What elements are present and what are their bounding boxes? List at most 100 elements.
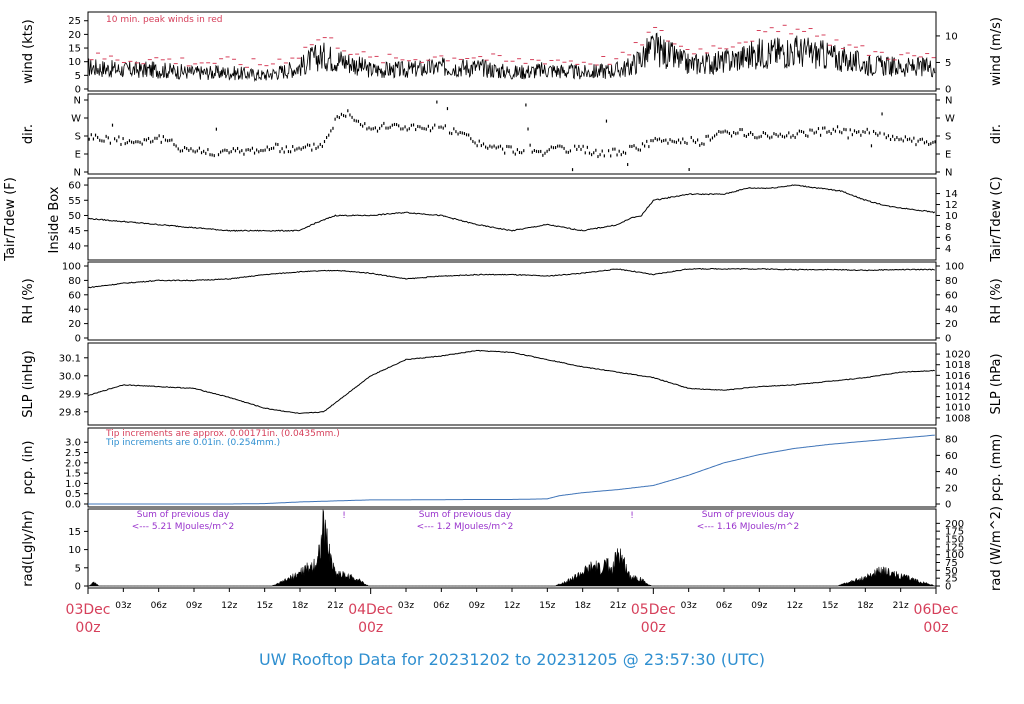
ytick-label-left-wind: 20: [68, 30, 81, 41]
ytick-label-right-slp: 1020: [945, 350, 970, 361]
xtick-label: 09z: [469, 601, 485, 611]
rad-marker-2: !: [630, 511, 634, 521]
ytick-label-left-pcp: 1.0: [65, 479, 81, 490]
ylabel-left-dir: dir.: [21, 124, 36, 144]
day-label-date: 05Dec: [631, 602, 676, 618]
day-label-hour: 00z: [75, 620, 100, 636]
day-label-hour: 00z: [358, 620, 383, 636]
ylabel-right-slp: SLP (hPa): [989, 353, 1004, 414]
series-line-pcp: [88, 434, 935, 505]
ytick-label-right-slp: 1008: [945, 413, 970, 424]
rad-sum-1-line2: <--- 5.21 MJoules/m^2: [132, 522, 234, 532]
ytick-label-left-dir: W: [71, 114, 81, 125]
ytick-label-left-wind: 15: [68, 44, 81, 55]
ytick-label-right-slp: 1018: [945, 360, 970, 371]
xtick-label: 12z: [504, 601, 520, 611]
rad-sum-2-line1: Sum of previous day: [419, 510, 512, 520]
ytick-label-left-dir: N: [74, 168, 81, 179]
ytick-label-left-dir: N: [74, 96, 81, 107]
ytick-label-left-slp: 29.8: [59, 407, 81, 418]
ytick-label-left-rh: 80: [68, 276, 81, 287]
ytick-label-left-dir: E: [75, 150, 81, 161]
xtick-label: 21z: [893, 601, 909, 611]
panel-frame-pcp: [87, 427, 937, 508]
ytick-label-left-rad: 5: [75, 563, 81, 574]
xtick-label: 15z: [822, 601, 838, 611]
ytick-label-right-dir: E: [945, 150, 951, 161]
pcp-annotation-2: Tip increments are 0.01in. (0.254mm.): [105, 438, 280, 448]
ytick-label-right-rad: 0: [945, 582, 951, 593]
ytick-label-left-slp: 30.0: [59, 371, 81, 382]
series-line-rh: [87, 267, 935, 289]
ytick-label-left-rh: 0: [75, 334, 81, 345]
xtick-label: 06z: [433, 601, 449, 611]
ytick-label-right-dir: S: [945, 132, 951, 143]
day-label-date: 06Dec: [914, 602, 959, 618]
ytick-label-right-wind: 0: [945, 85, 951, 96]
day-label-date: 04Dec: [348, 602, 393, 618]
panel-frame-dir: [87, 93, 937, 175]
ytick-label-right-slp: 1010: [945, 403, 970, 414]
ylabel-right-pcp: pcp. (mm): [989, 434, 1004, 501]
ytick-label-right-rh: 20: [945, 319, 958, 330]
xtick-label: 09z: [751, 601, 767, 611]
ytick-label-left-temp: 40: [68, 241, 81, 252]
ytick-label-right-temp: 14: [945, 189, 958, 200]
ytick-label-left-pcp: 2.0: [65, 458, 81, 469]
series-line-temp: [87, 184, 936, 232]
ytick-label-right-temp: 12: [945, 200, 958, 211]
ytick-label-right-rad: 25: [945, 574, 958, 585]
xtick-label: 06z: [716, 601, 732, 611]
ytick-label-left-temp: 55: [68, 196, 81, 207]
xtick-label: 18z: [857, 601, 873, 611]
ytick-label-right-rad: 150: [945, 535, 964, 546]
panel-frame-wind: [87, 11, 937, 92]
ytick-label-left-rh: 100: [62, 262, 81, 273]
ylabel-right-rh: RH (%): [989, 278, 1004, 323]
ytick-label-right-rh: 0: [945, 334, 951, 345]
ylabel-left-slp: SLP (inHg): [21, 350, 36, 418]
ytick-label-right-temp: 10: [945, 211, 958, 222]
ytick-label-left-rh: 40: [68, 305, 81, 316]
ytick-label-right-rad: 125: [945, 542, 964, 553]
panel-frame-temp: [87, 177, 937, 261]
pcp-annotation-1: Tip increments are approx. 0.00171in. (0…: [105, 429, 340, 439]
ytick-label-left-wind: 5: [75, 71, 81, 82]
ytick-label-right-pcp: 20: [945, 483, 958, 494]
ytick-label-left-wind: 10: [68, 57, 81, 68]
ytick-label-left-dir: S: [75, 132, 81, 143]
ytick-label-right-temp: 6: [945, 233, 951, 244]
xtick-label: 15z: [539, 601, 555, 611]
xtick-label: 21z: [327, 601, 343, 611]
xtick-label: 12z: [221, 601, 237, 611]
ytick-label-left-rad: 15: [68, 527, 81, 538]
ylabel-left-pcp: pcp. (in): [21, 441, 36, 495]
ytick-label-left-temp: 45: [68, 226, 81, 237]
xtick-label: 06z: [151, 601, 167, 611]
ylabel-right-rad: rad (W/m^2): [989, 506, 1004, 591]
xtick-label: 21z: [610, 601, 626, 611]
ytick-label-left-wind: 0: [75, 85, 81, 96]
xtick-label: 18z: [292, 601, 308, 611]
ytick-label-right-slp: 1012: [945, 392, 970, 403]
ytick-label-right-rad: 75: [945, 558, 958, 569]
rad-sum-1-line1: Sum of previous day: [137, 510, 230, 520]
ytick-label-left-temp: 50: [68, 211, 81, 222]
ytick-label-left-rh: 20: [68, 319, 81, 330]
ytick-label-right-pcp: 80: [945, 435, 958, 446]
ytick-label-left-wind: 25: [68, 16, 81, 27]
ytick-label-right-rh: 40: [945, 305, 958, 316]
ytick-label-left-pcp: 1.5: [65, 469, 81, 480]
ytick-label-right-dir: N: [945, 168, 952, 179]
ytick-label-right-rad: 175: [945, 527, 964, 538]
panel-frame-slp: [87, 342, 937, 426]
ylabel-left-rad: rad(Lgly/hr): [21, 510, 36, 586]
ytick-label-left-pcp: 2.5: [65, 448, 81, 459]
ylabel-right-dir: dir.: [989, 124, 1004, 144]
rad-sum-3-line2: <--- 1.16 MJoules/m^2: [697, 522, 799, 532]
ylabel-left-wind: wind (kts): [21, 19, 36, 83]
rad-marker-1: !: [342, 511, 346, 521]
series-area-solar-radiation: [88, 509, 936, 587]
